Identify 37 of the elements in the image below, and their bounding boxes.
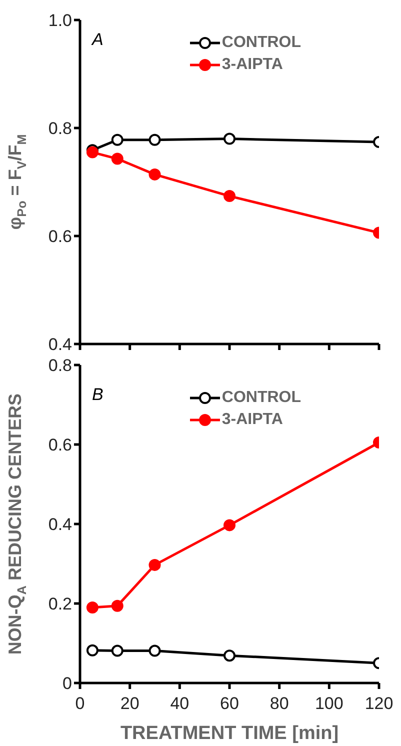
point bbox=[111, 134, 124, 146]
point bbox=[148, 134, 161, 146]
y-tick-label: 0.8 bbox=[48, 356, 72, 376]
point bbox=[148, 168, 161, 180]
legend-label: 3-AIPTA bbox=[222, 56, 283, 74]
legend-label: 3-AIPTA bbox=[222, 411, 283, 429]
point bbox=[224, 650, 236, 662]
annotation: A bbox=[92, 30, 104, 50]
y-tick-label: 0 bbox=[62, 674, 72, 694]
x-tick-label: 60 bbox=[220, 694, 239, 714]
x-tick-label: 100 bbox=[314, 694, 344, 714]
point bbox=[224, 190, 236, 202]
point bbox=[111, 152, 124, 165]
x-axis-title: TREATMENT TIME [min] bbox=[120, 723, 339, 744]
legend-label: CONTROL bbox=[222, 389, 301, 407]
x-tick-label: 20 bbox=[120, 694, 140, 714]
point bbox=[148, 644, 161, 657]
y-tick-label: 0.8 bbox=[48, 119, 72, 138]
y-tick-label: 0.4 bbox=[48, 335, 72, 354]
x-tick-label: 80 bbox=[270, 694, 289, 714]
y-tick-label: 0.4 bbox=[48, 515, 72, 534]
point bbox=[224, 519, 236, 532]
y-tick-label: 0.6 bbox=[48, 227, 72, 246]
y-tick-label: 1.0 bbox=[48, 11, 72, 30]
x-tick-label: 0 bbox=[75, 694, 85, 714]
legend-label: CONTROL bbox=[222, 34, 301, 52]
point bbox=[148, 558, 161, 571]
point bbox=[111, 644, 124, 657]
point bbox=[224, 132, 236, 145]
y-tick-label: 0.2 bbox=[48, 594, 72, 614]
x-tick-label: 120 bbox=[364, 694, 394, 714]
annotation: B bbox=[92, 385, 104, 405]
point bbox=[86, 601, 98, 614]
y-tick-label: 0.6 bbox=[48, 436, 72, 455]
point bbox=[111, 600, 124, 612]
point bbox=[86, 644, 98, 656]
x-tick-label: 40 bbox=[170, 694, 190, 714]
